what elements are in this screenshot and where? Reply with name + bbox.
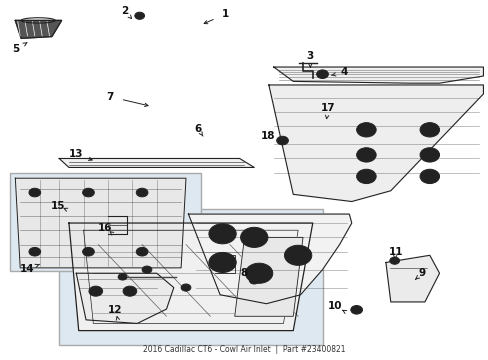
Text: 12: 12 [108,305,122,315]
Circle shape [419,148,439,162]
Text: 15: 15 [51,201,65,211]
Polygon shape [59,158,254,167]
Text: 13: 13 [69,149,83,159]
Circle shape [137,14,142,18]
Circle shape [350,306,362,314]
Polygon shape [268,85,483,202]
Circle shape [208,252,236,273]
Circle shape [89,286,102,296]
Text: 2: 2 [121,6,128,17]
Text: 1: 1 [221,9,228,19]
Circle shape [142,266,152,273]
Text: 6: 6 [194,124,202,134]
Polygon shape [15,21,61,39]
FancyBboxPatch shape [10,173,200,271]
Circle shape [284,245,311,265]
Circle shape [245,263,272,283]
Circle shape [82,188,94,197]
Circle shape [181,284,190,291]
Circle shape [356,169,375,184]
Circle shape [240,227,267,247]
Text: 18: 18 [260,131,275,141]
Circle shape [249,277,259,284]
Circle shape [208,224,236,244]
Circle shape [82,247,94,256]
Text: 5: 5 [13,44,20,54]
Polygon shape [385,255,439,302]
Text: 8: 8 [241,268,247,278]
Polygon shape [15,178,185,268]
Circle shape [29,188,41,197]
Text: 3: 3 [306,51,313,61]
Polygon shape [69,223,312,330]
Circle shape [356,148,375,162]
Text: 11: 11 [387,247,402,257]
Text: 9: 9 [418,268,425,278]
Circle shape [276,136,288,145]
Circle shape [29,247,41,256]
Circle shape [136,188,148,197]
Circle shape [391,259,396,262]
Polygon shape [273,67,483,83]
Text: 7: 7 [106,92,114,102]
Circle shape [135,12,144,19]
Text: 4: 4 [340,67,347,77]
Polygon shape [188,214,351,304]
Text: 2016 Cadillac CT6 - Cowl Air Inlet  |  Part #23400821: 2016 Cadillac CT6 - Cowl Air Inlet | Par… [143,345,345,354]
Circle shape [136,247,148,256]
Text: 16: 16 [98,224,113,233]
Polygon shape [76,273,173,323]
Circle shape [356,123,375,137]
Circle shape [389,257,399,264]
Circle shape [419,169,439,184]
Circle shape [123,286,137,296]
Circle shape [419,123,439,137]
Text: 17: 17 [321,103,335,113]
Circle shape [118,274,127,280]
Circle shape [319,72,325,77]
Circle shape [316,70,328,78]
Circle shape [221,261,228,267]
FancyBboxPatch shape [59,209,322,345]
Circle shape [210,262,220,270]
Text: 10: 10 [327,301,341,311]
Text: 14: 14 [20,264,35,274]
Polygon shape [234,237,303,316]
Circle shape [353,308,359,312]
